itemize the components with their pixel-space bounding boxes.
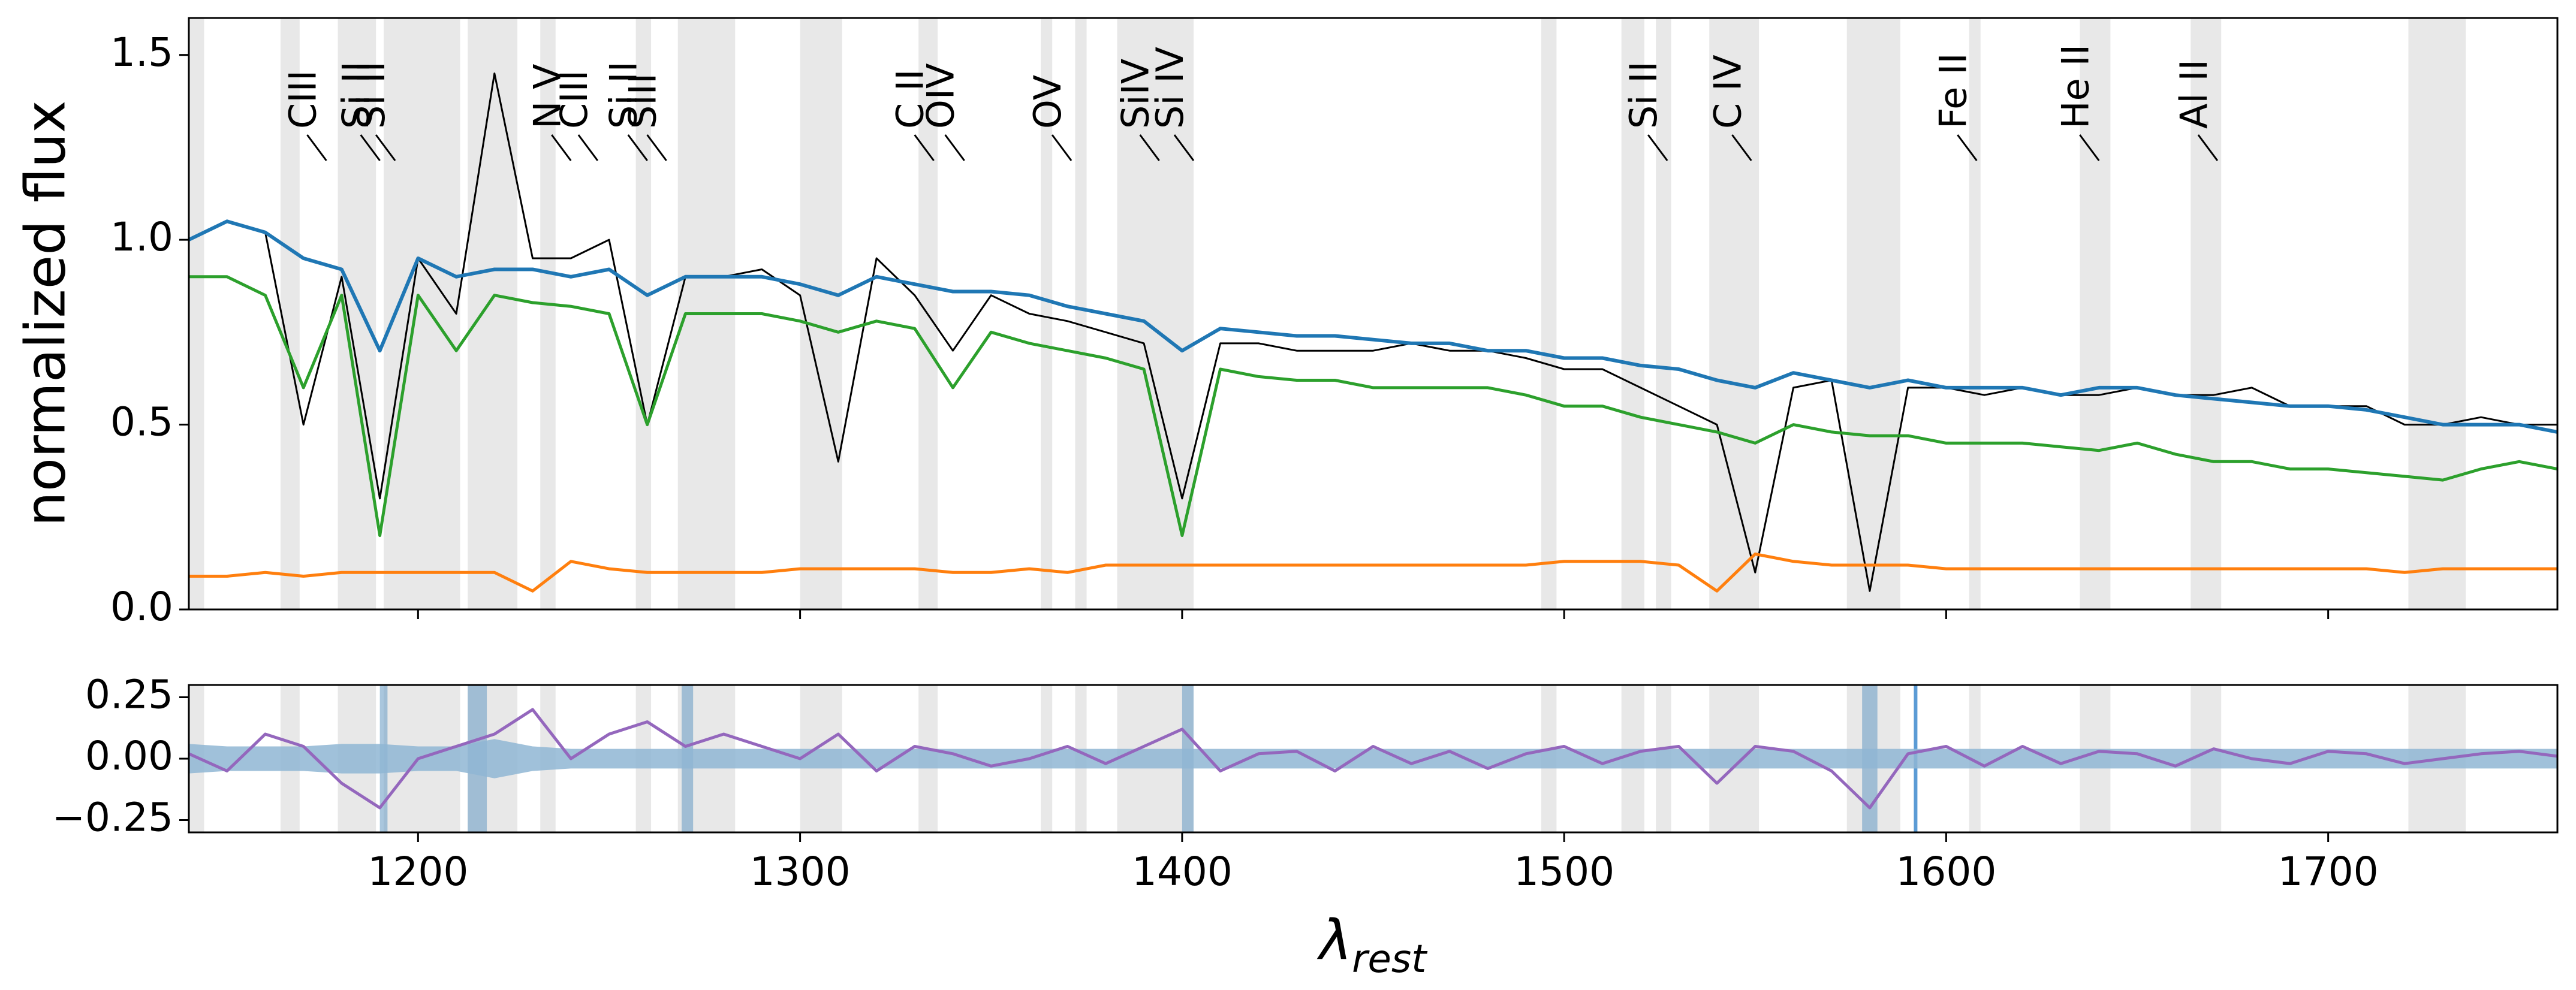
y-tick-label: 0.5 xyxy=(110,399,173,445)
annotation-pointer xyxy=(1139,134,1160,161)
annotation-pointer xyxy=(1957,134,1978,161)
annotation-pointer xyxy=(306,134,327,161)
line-label: OV xyxy=(1026,75,1069,129)
error-band xyxy=(189,739,2557,778)
axes-frame xyxy=(188,684,2559,834)
masked-region xyxy=(2080,18,2111,609)
y-tick-label: 1.5 xyxy=(110,29,173,76)
line-label: He II xyxy=(2053,44,2097,129)
y-tick-label: 0.25 xyxy=(85,672,173,718)
annotation-pointer xyxy=(646,134,667,161)
axes-frame xyxy=(188,17,2559,611)
annotation-pointer xyxy=(551,134,572,161)
spectrum-line xyxy=(189,275,2557,538)
annotation-pointer xyxy=(914,134,935,161)
spectrum-line xyxy=(189,219,2557,434)
spectrum-line xyxy=(189,553,2557,593)
line-label: OIV xyxy=(919,64,963,129)
masked-region xyxy=(1621,18,1644,609)
line-label: C II xyxy=(888,69,932,129)
line-label: CIII xyxy=(281,70,324,129)
line-label: C IV xyxy=(1706,55,1749,129)
annotation-pointer xyxy=(1173,134,1195,161)
line-label: CIII xyxy=(552,70,596,129)
x-label-subscript: rest xyxy=(1352,937,1428,982)
masked-region xyxy=(189,18,204,609)
annotation-pointer xyxy=(2079,134,2100,161)
line-label: Si II xyxy=(1622,61,1665,129)
annotation-pointer xyxy=(1647,134,1668,161)
y-tick-label: −0.25 xyxy=(52,795,173,841)
masked-region xyxy=(468,18,518,609)
masked-region xyxy=(280,18,300,609)
annotation-pointer xyxy=(944,134,965,161)
x-axis-label: λrest xyxy=(1316,908,1428,982)
spectrum-line xyxy=(189,708,2557,810)
x-tick-label: 1700 xyxy=(2278,849,2379,895)
y-tick-label: 0.00 xyxy=(85,733,173,779)
x-tick-label: 1300 xyxy=(750,849,851,895)
line-label: Si II xyxy=(335,61,378,129)
annotation-pointer xyxy=(1731,134,1752,161)
line-label: Al II xyxy=(2172,59,2216,129)
x-label-symbol: λ xyxy=(1316,908,1352,972)
masked-region xyxy=(1041,18,1053,609)
masked-region xyxy=(1541,18,1557,609)
y-axis-label: normalized flux xyxy=(13,100,77,526)
masked-region xyxy=(800,18,842,609)
line-label: SiIV xyxy=(1114,59,1158,129)
masked-region xyxy=(1075,18,1087,609)
masked-region xyxy=(2191,18,2222,609)
x-tick-label: 1600 xyxy=(1896,849,1996,895)
line-label: Si IV xyxy=(1148,47,1192,129)
line-label: Si II xyxy=(350,61,393,129)
x-tick-label: 1400 xyxy=(1132,849,1233,895)
annotation-pointer xyxy=(577,134,599,161)
masked-region xyxy=(2408,18,2466,609)
annotation-pointer xyxy=(1051,134,1072,161)
line-label: Fe II xyxy=(1931,53,1975,129)
y-tick-label: 1.0 xyxy=(110,214,173,260)
masked-region xyxy=(540,18,556,609)
masked-region xyxy=(1846,18,1900,609)
annotation-pointer xyxy=(360,134,381,161)
line-label: Si II xyxy=(602,61,646,129)
line-label: N V xyxy=(525,64,569,129)
annotation-pointer xyxy=(375,134,396,161)
plot-area xyxy=(189,18,2557,609)
masked-region xyxy=(635,18,652,609)
annotation-pointer xyxy=(627,134,648,161)
masked-region xyxy=(1709,18,1759,609)
masked-region xyxy=(1656,18,1671,609)
line-label: SiII xyxy=(621,73,665,129)
y-tick-label: 0.0 xyxy=(110,584,173,630)
x-tick-label: 1200 xyxy=(367,849,468,895)
plot-area xyxy=(189,685,2557,832)
x-tick-label: 1500 xyxy=(1514,849,1614,895)
annotation-pointer xyxy=(2197,134,2219,161)
masked-region xyxy=(1969,18,1981,609)
masked-region xyxy=(1117,18,1194,609)
